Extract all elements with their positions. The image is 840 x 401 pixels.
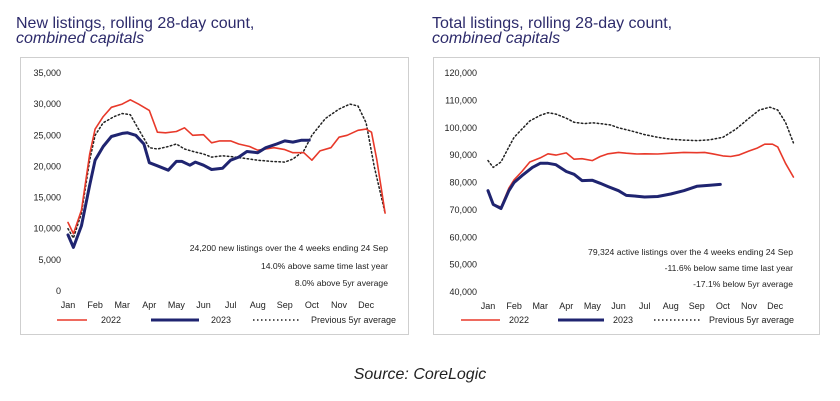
y-tick-label: 90,000	[449, 150, 477, 160]
x-tick-label: Oct	[716, 301, 731, 311]
y-tick-label: 0	[56, 286, 61, 296]
y-tick-label: 80,000	[449, 178, 477, 188]
y-tick-label: 20,000	[33, 161, 61, 171]
annotation-text: 14.0% above same time last year	[261, 261, 388, 271]
series-line-previous-5yr-average	[487, 106, 795, 169]
annotation-text: 8.0% above 5yr average	[295, 278, 388, 288]
x-tick-label: Aug	[663, 301, 679, 311]
x-tick-label: Jan	[61, 300, 76, 310]
y-tick-label: 50,000	[449, 260, 477, 270]
x-tick-label: Jan	[481, 301, 496, 311]
annotation-text: 79,324 active listings over the 4 weeks …	[588, 247, 793, 257]
chart-title-line2: combined capitals	[432, 30, 561, 47]
chart-title-line1: New listings, rolling 28-day count,	[16, 15, 255, 32]
x-tick-label: Feb	[506, 301, 522, 311]
new-listings-chart: 0 5,000 10,000 15,000 20,000 25,000 30,000 35,0…	[20, 57, 409, 335]
x-tick-label: Apr	[559, 301, 573, 311]
x-tick-label: Nov	[741, 301, 758, 311]
x-tick-label: Sep	[689, 301, 705, 311]
annotation-text: 24,200 new listings over the 4 weeks end…	[190, 243, 388, 253]
y-tick-label: 30,000	[33, 99, 61, 109]
total-listings-chart: 40,000 50,000 60,000 70,000 80,000 90,000 100,…	[433, 57, 820, 335]
source-note: Source: CoreLogic	[353, 366, 487, 383]
y-tick-label: 70,000	[449, 205, 477, 215]
series-line-2023	[66, 131, 311, 249]
legend-label: Previous 5yr average	[311, 315, 396, 325]
x-tick-label: Feb	[87, 300, 103, 310]
x-tick-label: Sep	[277, 300, 293, 310]
x-tick-label: Dec	[358, 300, 375, 310]
x-tick-label: Oct	[305, 300, 320, 310]
legend-label: 2023	[211, 315, 231, 325]
annotation-text: -17.1% below 5yr average	[693, 279, 793, 289]
chart-title-new-listings: New listings, rolling 28-day count, comb…	[16, 15, 255, 47]
y-tick-label: 25,000	[33, 130, 61, 140]
legend-label: 2023	[613, 315, 633, 325]
y-tick-label: 15,000	[33, 193, 61, 203]
legend-label: 2022	[509, 315, 529, 325]
x-tick-label: Aug	[250, 300, 266, 310]
x-tick-label: Jul	[225, 300, 237, 310]
y-tick-label: 110,000	[445, 95, 477, 105]
y-tick-label: 10,000	[33, 224, 61, 234]
annotation-text: -11.6% below same time last year	[665, 263, 793, 273]
x-tick-label: May	[168, 300, 186, 310]
y-tick-label: 40,000	[449, 287, 477, 297]
y-tick-label: 60,000	[449, 232, 477, 242]
chart-title-line2: combined capitals	[16, 30, 145, 47]
series-line-2022	[487, 143, 795, 208]
x-tick-label: Jun	[611, 301, 626, 311]
y-tick-label: 35,000	[33, 68, 61, 78]
chart-title-total-listings: Total listings, rolling 28-day count, co…	[432, 15, 673, 47]
y-tick-label: 5,000	[38, 255, 61, 265]
y-tick-label: 100,000	[444, 123, 477, 133]
legend-label: 2022	[101, 315, 121, 325]
series-line-2023	[486, 161, 722, 210]
legend-label: Previous 5yr average	[709, 315, 794, 325]
x-tick-label: Apr	[142, 300, 156, 310]
x-tick-label: Mar	[114, 300, 130, 310]
y-tick-label: 120,000	[444, 68, 477, 78]
new-listings-chart-svg: 0 5,000 10,000 15,000 20,000 25,000 30,000 35,0…	[33, 68, 396, 325]
series-line-2022	[67, 99, 386, 235]
x-tick-label: Jun	[196, 300, 211, 310]
chart-title-line1: Total listings, rolling 28-day count,	[432, 15, 673, 32]
total-listings-chart-svg: 40,000 50,000 60,000 70,000 80,000 90,000 100,…	[444, 68, 795, 325]
x-tick-label: Nov	[331, 300, 348, 310]
x-tick-label: Jul	[639, 301, 651, 311]
x-tick-label: May	[584, 301, 602, 311]
x-tick-label: Dec	[767, 301, 784, 311]
series-line-previous-5yr-average	[67, 103, 386, 239]
x-tick-label: Mar	[532, 301, 548, 311]
